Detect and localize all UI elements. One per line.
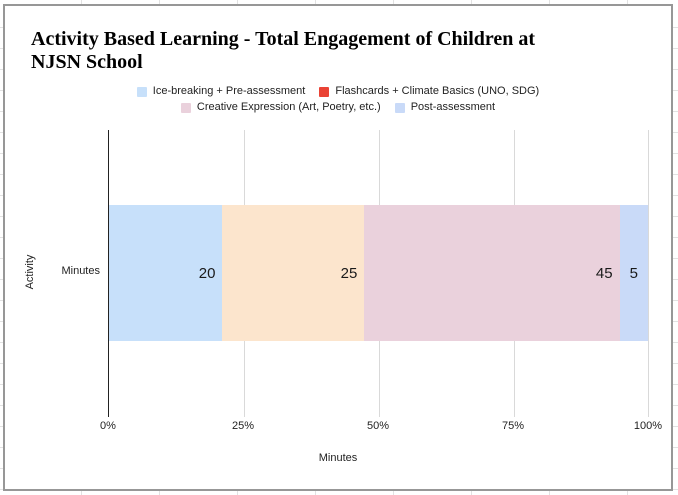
bar-segment-creative-expression: 45 xyxy=(364,205,620,341)
chart-legend: Ice-breaking + Pre-assessment Flashcards… xyxy=(5,85,671,114)
stacked-bar: 20 25 45 5 xyxy=(109,205,648,341)
x-axis-title: Minutes xyxy=(318,452,358,464)
data-label: 25 xyxy=(340,264,358,282)
legend-item-post-assessment: Post-assessment xyxy=(394,101,496,114)
legend-row: Ice-breaking + Pre-assessment Flashcards… xyxy=(136,85,539,98)
bar-segment-ice-breaking: 20 xyxy=(109,205,223,341)
legend-label: Creative Expression (Art, Poetry, etc.) xyxy=(196,101,381,113)
plot-area: 20 25 45 5 xyxy=(108,130,649,417)
legend-item-ice-breaking: Ice-breaking + Pre-assessment xyxy=(136,85,306,98)
chart-title: Activity Based Learning - Total Engageme… xyxy=(31,28,536,73)
legend-item-flashcards: Flashcards + Climate Basics (UNO, SDG) xyxy=(319,85,539,98)
x-tick-0: 0% xyxy=(100,420,116,432)
legend-swatch-icon xyxy=(394,102,405,113)
legend-label: Flashcards + Climate Basics (UNO, SDG) xyxy=(335,85,540,97)
legend-label: Ice-breaking + Pre-assessment xyxy=(152,85,306,97)
category-label: Minutes xyxy=(61,265,100,277)
legend-swatch-icon xyxy=(319,86,330,97)
data-label: 20 xyxy=(198,264,216,282)
legend-item-creative-expression: Creative Expression (Art, Poetry, etc.) xyxy=(180,101,381,114)
x-tick-50: 50% xyxy=(366,420,390,432)
bar-segment-flashcards: 25 xyxy=(222,205,365,341)
data-label: 45 xyxy=(595,264,613,282)
data-label: 5 xyxy=(629,264,638,282)
legend-swatch-icon xyxy=(180,102,191,113)
legend-row: Creative Expression (Art, Poetry, etc.) … xyxy=(180,101,496,114)
bar-segment-post-assessment: 5 xyxy=(619,205,648,341)
x-tick-75: 75% xyxy=(501,420,525,432)
embedded-chart[interactable]: Activity Based Learning - Total Engageme… xyxy=(3,4,673,491)
legend-swatch-icon xyxy=(136,86,147,97)
legend-label: Post-assessment xyxy=(410,101,496,113)
x-tick-100: 100% xyxy=(633,420,663,432)
x-tick-25: 25% xyxy=(231,420,255,432)
gridline-100 xyxy=(648,130,649,417)
